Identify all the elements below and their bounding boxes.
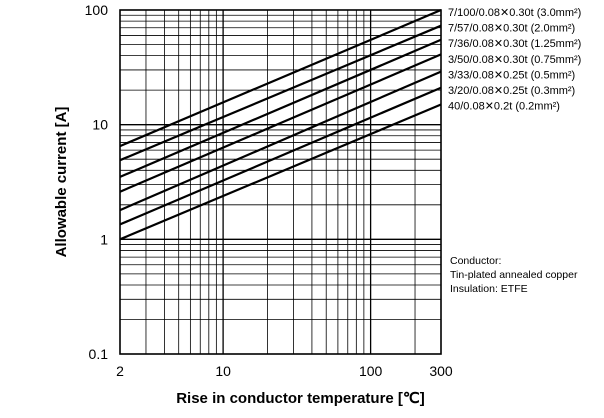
series-label-6: 3/20/0.08✕0.25t (0.3mm²)	[448, 85, 575, 97]
series-lines	[119, 8, 442, 241]
series-line-2	[119, 24, 442, 162]
series-line-4	[119, 53, 442, 193]
y-tick-label: 1	[100, 231, 108, 247]
plot-frame	[119, 9, 442, 355]
x-tick-label: 300	[429, 363, 453, 379]
note-line: Tin-plated annealed copper	[450, 269, 578, 281]
series-line-6	[119, 86, 442, 226]
conductor-note: Conductor: Tin-plated annealed copper Insu…	[450, 255, 578, 295]
series-line-5	[119, 70, 442, 212]
x-axis-label: Rise in conductor temperature [℃]	[176, 390, 425, 407]
series-label-7: 40/0.08✕0.2t (0.2mm²)	[448, 101, 560, 113]
y-tick-label: 100	[85, 2, 109, 18]
series-line-1	[119, 8, 442, 148]
x-tick-label: 10	[215, 363, 231, 379]
x-tick-label: 100	[359, 363, 383, 379]
y-tick-label: 10	[92, 117, 108, 133]
series-label-1: 7/100/0.08✕0.30t (3.0mm²)	[448, 7, 581, 19]
note-line: Insulation: ETFE	[450, 283, 528, 295]
series-label-4: 3/50/0.08✕0.30t (0.75mm²)	[448, 54, 581, 66]
series-label-2: 7/57/0.08✕0.30t (2.0mm²)	[448, 23, 575, 35]
series-label-3: 7/36/0.08✕0.30t (1.25mm²)	[448, 38, 581, 50]
y-axis-label: Allowable current [A]	[53, 107, 70, 258]
note-line: Conductor:	[450, 255, 501, 267]
grid	[120, 10, 441, 354]
series-label-5: 3/33/0.08✕0.25t (0.5mm²)	[448, 69, 575, 81]
y-tick-label: 0.1	[89, 346, 109, 362]
series-line-7	[119, 103, 442, 241]
series-line-3	[119, 38, 442, 178]
x-tick-label: 2	[116, 363, 124, 379]
series-labels: 7/100/0.08✕0.30t (3.0mm²) 7/57/0.08✕0.30t…	[448, 7, 581, 113]
tick-labels: 2 10 100 300 100 10 1 0.1	[85, 2, 453, 379]
